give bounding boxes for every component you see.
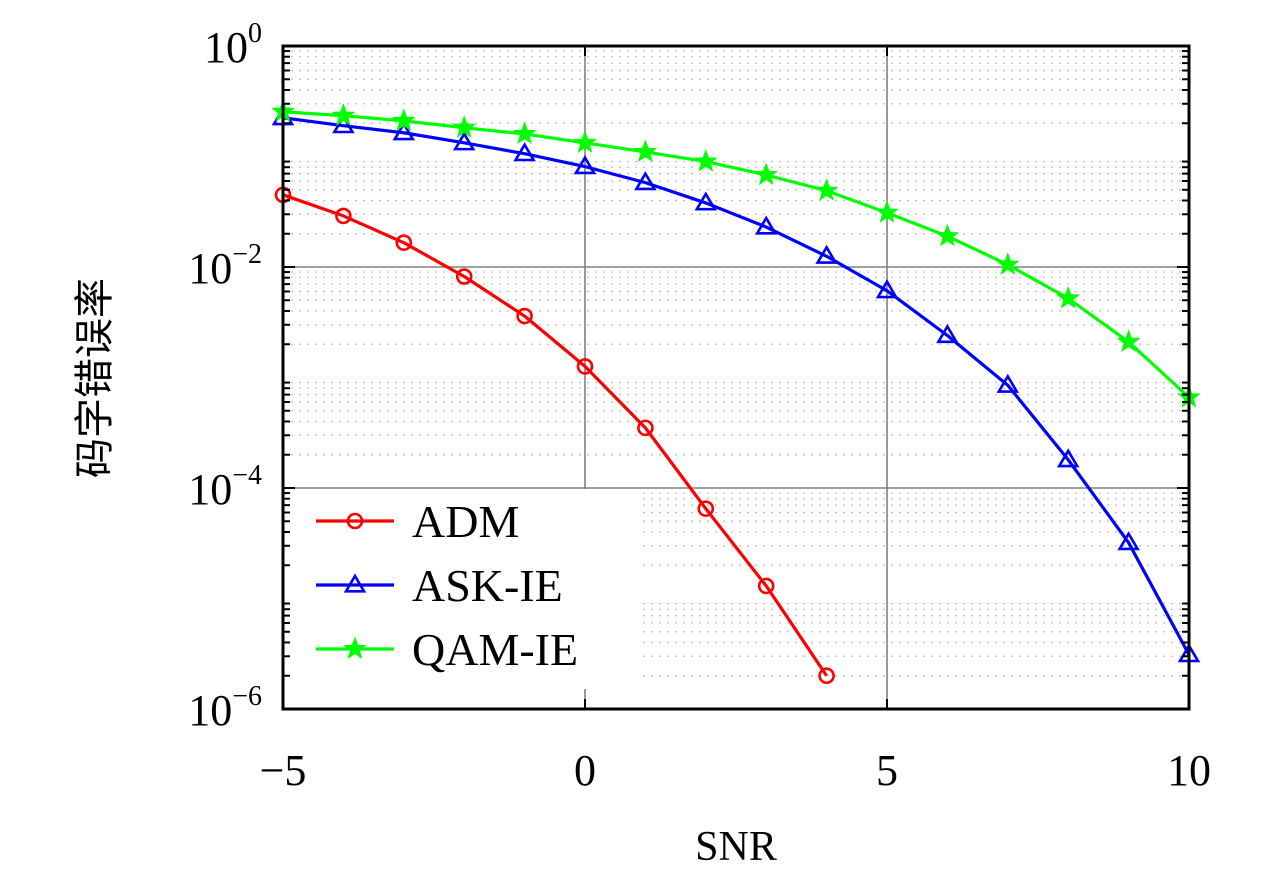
data-point-triangle (392, 121, 416, 141)
data-point-triangle (452, 131, 476, 151)
data-point-star (875, 200, 899, 223)
y-tick-exponent: −2 (232, 239, 262, 270)
y-tick-base: 10 (188, 686, 232, 735)
legend-label: QAM-IE (412, 624, 578, 675)
data-point-circle (516, 307, 533, 325)
legend-label: ASK-IE (412, 560, 563, 611)
y-tick-exponent: −6 (232, 681, 262, 712)
data-point-star (935, 223, 960, 247)
y-tick-label: 10−2 (188, 239, 262, 293)
data-point-star (995, 252, 1020, 275)
series-qam-ie (271, 99, 1201, 408)
series-ask-ie (271, 106, 1201, 663)
data-point-star (1056, 285, 1081, 309)
data-point-triangle (343, 573, 367, 593)
data-point-star (391, 108, 416, 131)
x-tick-label: −5 (260, 746, 307, 795)
data-point-circle (757, 577, 775, 595)
data-point-star (754, 162, 779, 186)
data-point-star (573, 130, 597, 153)
x-tick-label: 0 (574, 746, 596, 795)
y-tick-base: 10 (204, 23, 248, 72)
data-point-star (331, 103, 356, 126)
data-point-star (814, 178, 839, 201)
data-point-triangle (936, 323, 959, 344)
data-point-circle (576, 358, 594, 375)
series-adm (274, 186, 835, 685)
y-tick-label: 100 (204, 18, 262, 72)
y-tick-base: 10 (188, 244, 232, 293)
legend-label: ADM (412, 496, 519, 547)
x-axis-label: SNR (695, 824, 777, 870)
data-point-circle (395, 234, 413, 251)
data-point-triangle (1117, 531, 1140, 551)
data-point-triangle (875, 279, 899, 299)
y-tick-exponent: 0 (248, 18, 262, 49)
legend: ADM ASK-IE QAM-IE (283, 489, 641, 689)
x-tick-label: 5 (876, 746, 898, 795)
data-point-triangle (996, 373, 1020, 393)
data-point-triangle (573, 155, 597, 175)
data-point-circle (346, 512, 364, 530)
data-point-star (633, 139, 658, 162)
data-point-star (693, 149, 718, 172)
data-point-triangle (1056, 448, 1080, 468)
legend-item: ASK-IE (316, 560, 563, 611)
data-point-star (512, 121, 537, 145)
data-point-star (343, 636, 367, 660)
data-point-triangle (332, 114, 355, 134)
data-point-circle (818, 667, 835, 685)
data-point-star (452, 115, 477, 138)
data-point-triangle (754, 215, 778, 235)
y-tick-exponent: −4 (232, 460, 262, 491)
series-line (282, 116, 1191, 656)
data-point-circle (697, 500, 715, 517)
plot-frame (281, 44, 1191, 711)
data-point-star (1116, 329, 1141, 352)
data-point-triangle (694, 191, 718, 211)
data-point-triangle (634, 171, 657, 191)
y-axis-label: 码字错误率 (72, 278, 118, 478)
data-point-circle (637, 419, 654, 437)
data-point-triangle (815, 244, 838, 264)
series-layer (271, 99, 1201, 685)
y-tick-label: 10−6 (188, 681, 262, 735)
y-tick-label: 10−4 (188, 460, 262, 514)
legend-item: ADM (316, 496, 519, 547)
data-point-circle (455, 268, 473, 285)
axes (281, 44, 1191, 711)
legend-item: QAM-IE (316, 624, 578, 675)
x-tick-label: 10 (1167, 746, 1211, 795)
series-line (282, 193, 828, 677)
data-point-triangle (513, 142, 536, 162)
series-line (282, 110, 1191, 399)
data-point-circle (335, 207, 352, 225)
y-tick-base: 10 (188, 465, 232, 514)
